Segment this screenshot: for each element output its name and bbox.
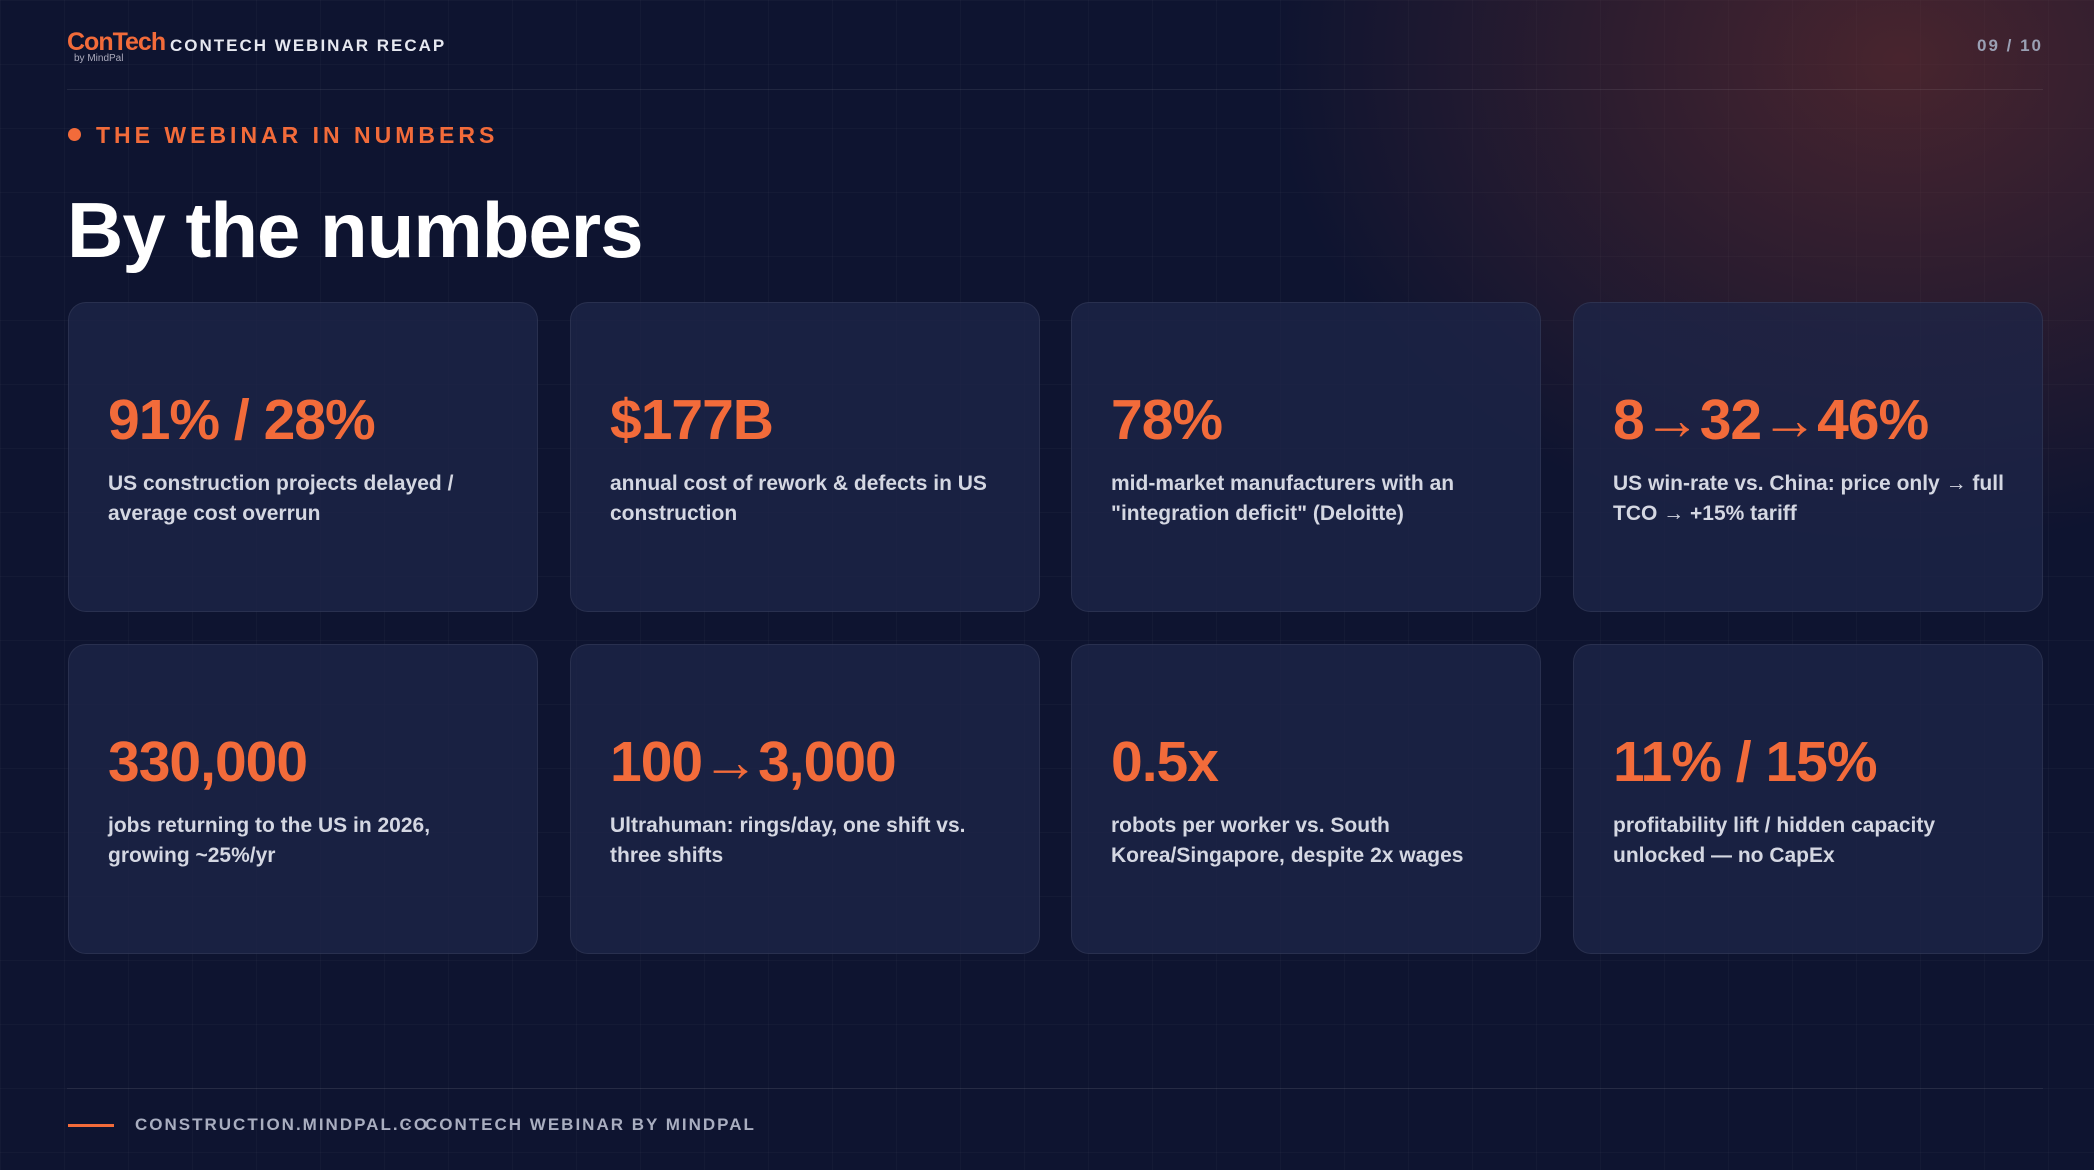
footer-separator: ·	[405, 1115, 413, 1134]
stat-value: 11% / 15%	[1613, 730, 1878, 794]
stat-value: 330,000	[108, 730, 308, 794]
stat-card: 11% / 15% profitability lift / hidden cap…	[1573, 644, 2043, 954]
header-rule	[67, 89, 2043, 90]
stat-card: 8→32→46% US win-rate vs. China: price onl…	[1573, 302, 2043, 612]
footer-rule	[67, 1088, 2043, 1089]
stat-card: 78% mid-market manufacturers with an "int…	[1071, 302, 1541, 612]
footer-dash	[68, 1124, 114, 1127]
stat-value: 91% / 28%	[108, 388, 376, 452]
footer-site: CONSTRUCTION.MINDPAL.CO	[135, 1115, 430, 1134]
stat-label: US construction projects delayed / avera…	[108, 472, 454, 525]
stat-label: robots per worker vs. South Korea/Singap…	[1111, 814, 1464, 867]
stat-label: profitability lift / hidden capacity unl…	[1613, 814, 1936, 867]
logo-subtitle: by MindPal	[74, 53, 124, 64]
stat-label: US win-rate vs. China: price only → full…	[1613, 472, 2004, 525]
header-title: CONTECH WEBINAR RECAP	[170, 36, 447, 55]
stat-card: 91% / 28% US construction projects delaye…	[68, 302, 538, 612]
stat-value: $177B	[610, 388, 774, 452]
footer-tagline: CONTECH WEBINAR BY MINDPAL	[425, 1115, 756, 1134]
stat-value: 0.5x	[1111, 730, 1219, 794]
page-number: 09 / 10	[1977, 36, 2043, 55]
title: By the numbers	[67, 186, 643, 274]
eyebrow: THE WEBINAR IN NUMBERS	[96, 122, 499, 148]
stat-value: 78%	[1111, 388, 1223, 452]
stat-card: 330,000 jobs returning to the US in 2026,…	[68, 644, 538, 954]
logo: ConTech	[67, 28, 166, 56]
stat-value: 100→3,000	[610, 730, 897, 794]
stat-value: 8→32→46%	[1613, 388, 1929, 452]
stat-label: annual cost of rework & defects in US co…	[610, 472, 987, 525]
stat-card: $177B annual cost of rework & defects in …	[570, 302, 1040, 612]
stat-label: jobs returning to the US in 2026, growin…	[108, 814, 431, 867]
stat-card: 100→3,000 Ultrahuman: rings/day, one shif…	[570, 644, 1040, 954]
eyebrow-dot	[68, 128, 81, 141]
stat-card: 0.5x robots per worker vs. South Korea/Si…	[1071, 644, 1541, 954]
stat-label: Ultrahuman: rings/day, one shift vs. thr…	[610, 814, 966, 867]
stat-label: mid-market manufacturers with an "integr…	[1111, 472, 1455, 525]
